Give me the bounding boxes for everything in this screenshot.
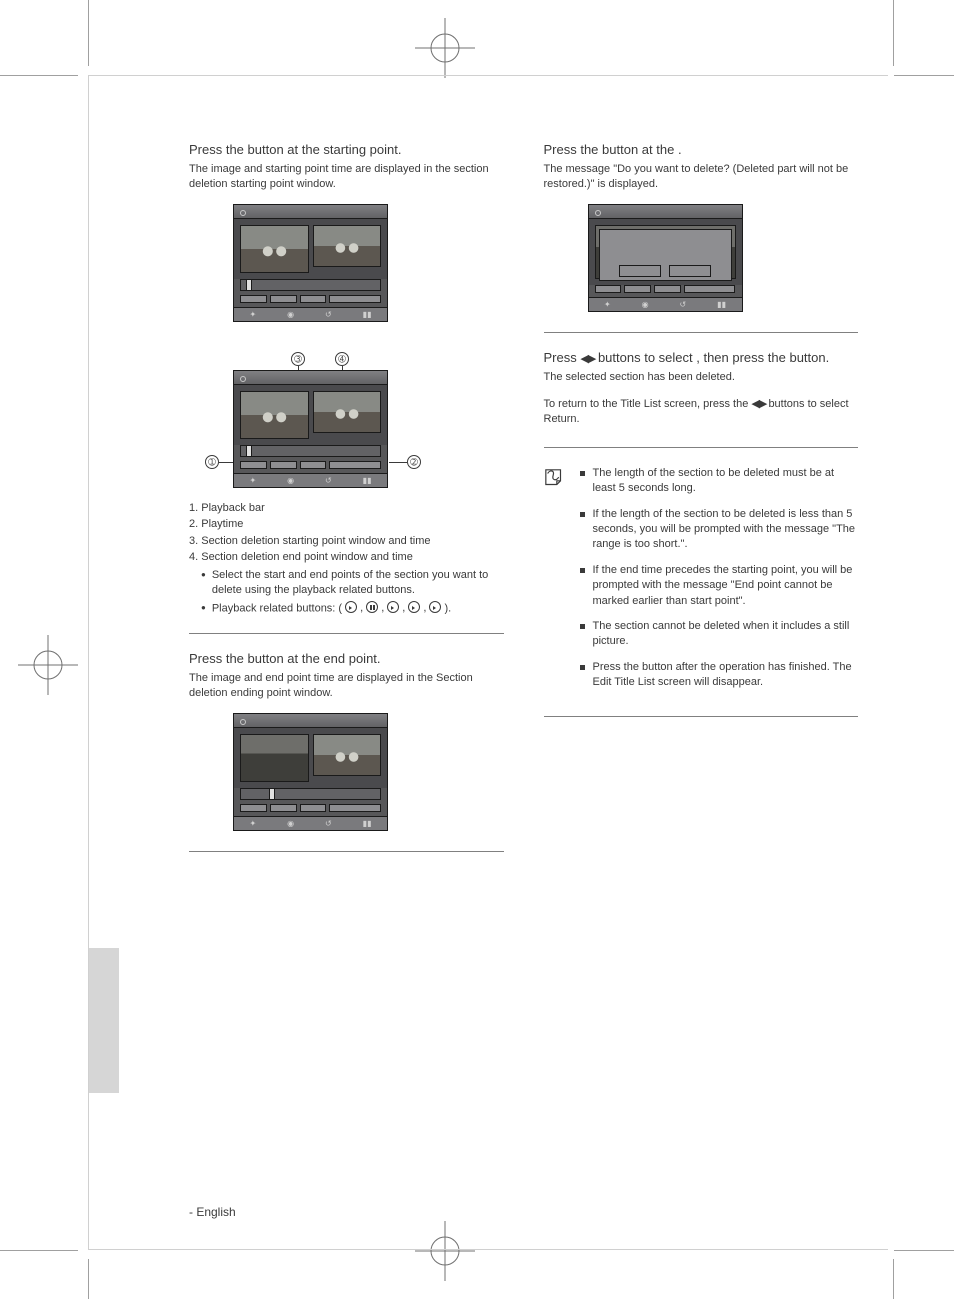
text: button at the starting point.: [248, 142, 402, 157]
registration-mark-top: [415, 18, 475, 78]
step-title: Press the button at the starting point.: [189, 141, 504, 159]
arrow-lr-icon: ◀ ▶: [751, 398, 765, 410]
step-title: Press ◀ ▶ buttons to select , then press…: [544, 349, 859, 367]
left-column: Press the button at the starting point. …: [189, 141, 504, 868]
step-subtext: The message "Do you want to delete? (Del…: [544, 162, 859, 192]
playback-icons: , , , ,: [345, 601, 441, 616]
annotated-screenshot: ➂ ➃ ➀ ➁ ✦◉↺▮▮: [209, 370, 429, 488]
divider: [544, 716, 859, 717]
step-4-section: Press the button at the end point. The i…: [189, 650, 504, 831]
callout-2: ➁: [407, 455, 421, 469]
note-item: The length of the section to be deleted …: [580, 466, 859, 497]
screenshot-mock-3: ✦◉↺▮▮: [233, 713, 388, 831]
screenshot-mock-4: ✦◉↺▮▮: [588, 204, 743, 312]
crop-line: [0, 75, 78, 76]
side-tab: [89, 948, 119, 1093]
legend-item: 4. Section deletion end point window and…: [189, 549, 504, 566]
legend-item: 1. Playback bar: [189, 500, 504, 517]
step-5-section: Press the button at the . The message "D…: [544, 141, 859, 312]
page-footer: - English: [189, 1205, 236, 1219]
note-item: If the end time precedes the starting po…: [580, 563, 859, 609]
step-title: Press the button at the .: [544, 141, 859, 159]
callout-4: ➃: [335, 352, 349, 366]
arrow-lr-icon: ◀ ▶: [580, 353, 594, 365]
step-subtext: The image and end point time are display…: [189, 671, 504, 701]
step-3-section: Press the button at the starting point. …: [189, 141, 504, 322]
crop-line: [0, 1250, 78, 1251]
step-6-section: Press ◀ ▶ buttons to select , then press…: [544, 349, 859, 427]
text: Press the: [189, 142, 248, 157]
note-item: Press the button after the operation has…: [580, 660, 859, 691]
divider: [544, 447, 859, 448]
crop-line: [893, 1259, 894, 1299]
legend-bullet: Playback related buttons: ( , , , , ).: [212, 601, 451, 617]
notes-block: The length of the section to be deleted …: [544, 466, 859, 701]
step-title: Press the button at the end point.: [189, 650, 504, 668]
crop-line: [88, 1259, 89, 1299]
registration-mark-left: [18, 635, 78, 695]
legend-list: 1. Playback bar 2. Playtime 3. Section d…: [189, 500, 504, 617]
crop-line: [893, 0, 894, 66]
crop-line: [894, 75, 954, 76]
note-item: If the length of the section to be delet…: [580, 507, 859, 553]
step-subtext: To return to the Title List screen, pres…: [544, 397, 859, 427]
note-icon: [544, 468, 566, 486]
step-subtext: The image and starting point time are di…: [189, 162, 504, 192]
divider: [544, 332, 859, 333]
divider: [189, 633, 504, 634]
note-item: The section cannot be deleted when it in…: [580, 619, 859, 650]
crop-line: [894, 1250, 954, 1251]
screenshot-mock-1: ✦◉↺▮▮: [233, 204, 388, 322]
right-column: Press the button at the . The message "D…: [544, 141, 859, 868]
legend-bullet: Select the start and end points of the s…: [212, 568, 504, 599]
step-subtext: The selected section has been deleted.: [544, 370, 859, 385]
legend-item: 3. Section deletion starting point windo…: [189, 533, 504, 550]
screenshot-mock-2: ✦◉↺▮▮: [233, 370, 388, 488]
crop-line: [88, 0, 89, 66]
page-frame: Press the button at the starting point. …: [88, 75, 888, 1250]
callout-3: ➂: [291, 352, 305, 366]
divider: [189, 851, 504, 852]
callout-1: ➀: [205, 455, 219, 469]
legend-item: 2. Playtime: [189, 516, 504, 533]
